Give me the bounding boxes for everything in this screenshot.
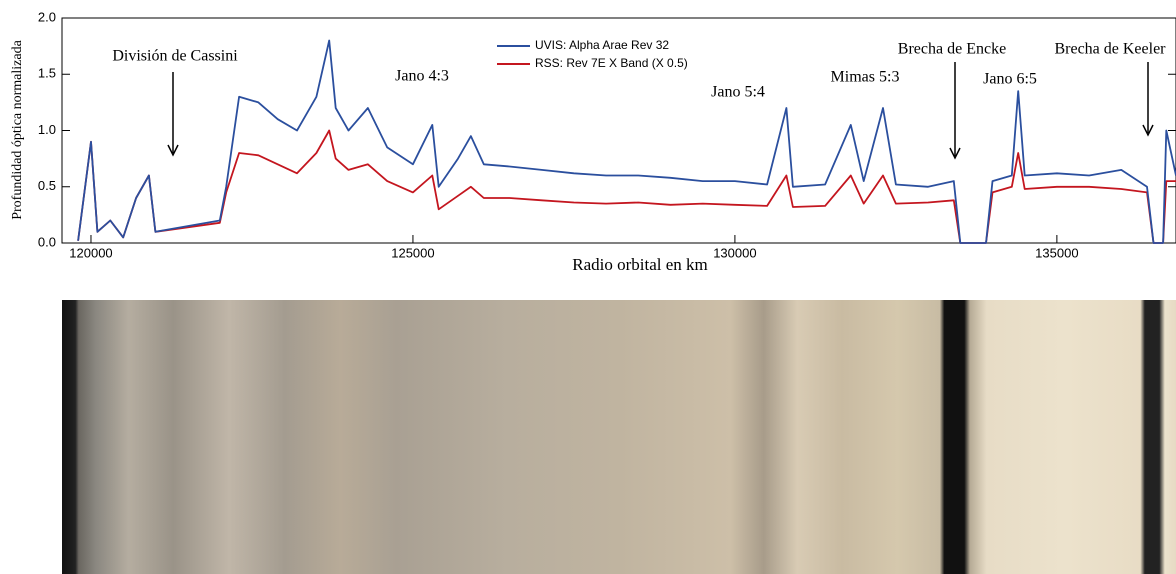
- x-tick-label: 120000: [69, 245, 112, 260]
- y-tick-label: 0.5: [38, 178, 56, 193]
- x-tick-label: 130000: [713, 245, 756, 260]
- series-line: [77, 39, 1176, 244]
- y-tick-label: 1.5: [38, 66, 56, 81]
- legend-label: UVIS: Alpha Arae Rev 32: [535, 38, 669, 52]
- annotation-arrowhead: [949, 147, 961, 160]
- y-tick-label: 2.0: [38, 9, 56, 24]
- annotation: División de Cassini: [112, 48, 238, 65]
- annotation: Brecha de Keeler: [1054, 41, 1166, 58]
- y-axis-label: Profundidad óptica normalizada: [10, 39, 25, 219]
- annotation-arrowhead: [167, 144, 179, 157]
- legend-label: RSS: Rev 7E X Band (X 0.5): [535, 56, 688, 70]
- y-tick-label: 0.0: [38, 234, 56, 249]
- x-axis-label: Radio orbital en km: [572, 255, 708, 274]
- annotation: Jano 5:4: [711, 84, 765, 101]
- y-tick-label: 1.0: [38, 122, 56, 137]
- ring-image: [62, 300, 1176, 574]
- series-line: [77, 129, 1176, 244]
- x-tick-label: 135000: [1035, 245, 1078, 260]
- annotation: Mimas 5:3: [831, 69, 900, 86]
- annotation: Brecha de Encke: [898, 41, 1006, 58]
- annotation: Jano 4:3: [395, 68, 449, 85]
- annotation-arrowhead: [1142, 124, 1154, 137]
- x-tick-label: 125000: [391, 245, 434, 260]
- annotation: Jano 6:5: [983, 71, 1037, 88]
